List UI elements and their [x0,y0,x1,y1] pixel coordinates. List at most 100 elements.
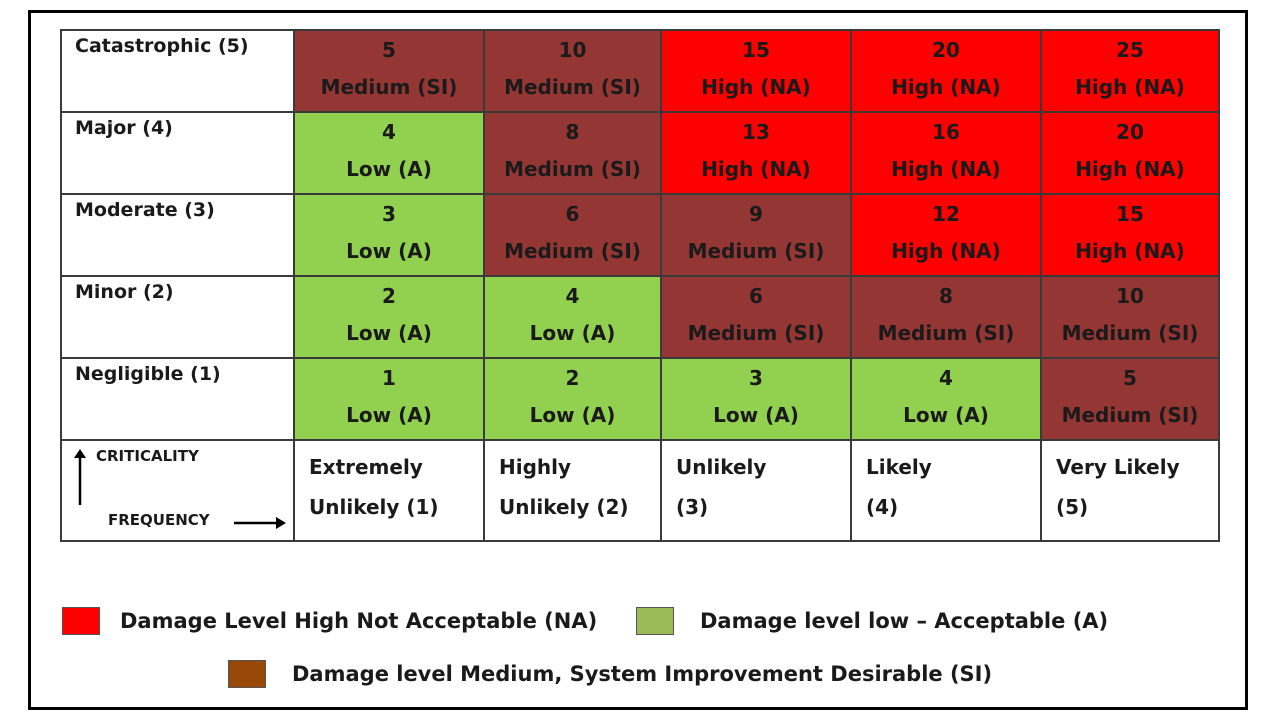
risk-score: 2 [565,366,580,390]
criticality-label: Minor (2) [60,275,295,359]
risk-score: 4 [382,120,396,144]
frequency-axis-label: FREQUENCY [108,511,210,529]
frequency-label: Unlikely (3) [660,439,852,542]
risk-level: Medium (SI) [504,239,641,263]
risk-level: High (NA) [1075,239,1185,263]
risk-cell-high: 13 High (NA) [660,111,852,195]
risk-cell-high: 15 High (NA) [1040,193,1220,277]
risk-cell-low: 4 Low (A) [293,111,485,195]
risk-level: Low (A) [346,321,432,345]
risk-cell-high: 20 High (NA) [850,29,1042,113]
legend-item-high: Damage Level High Not Acceptable (NA) [62,607,597,635]
risk-cell-medium: 6 Medium (SI) [660,275,852,359]
risk-score: 1 [382,366,396,390]
risk-score: 3 [382,202,396,226]
legend-item-low: Damage level low – Acceptable (A) [636,607,1108,635]
arrow-up-icon [74,449,86,505]
risk-score: 20 [932,38,960,62]
risk-score: 15 [1116,202,1144,226]
risk-cell-high: 15 High (NA) [660,29,852,113]
risk-level: High (NA) [891,157,1001,181]
risk-cell-high: 25 High (NA) [1040,29,1220,113]
matrix-row: Major (4) 4 Low (A) 8 Medium (SI) 13 High (NA)… [60,111,1220,195]
risk-cell-medium: 8 Medium (SI) [850,275,1042,359]
risk-level: Low (A) [529,321,616,345]
frequency-label-line2: Unlikely (1) [309,495,439,519]
legend-label-medium: Damage level Medium, System Improvement … [292,662,993,686]
risk-level: Medium (SI) [1061,321,1199,345]
risk-cell-medium: 6 Medium (SI) [483,193,662,277]
frequency-label-line1: Very Likely [1056,455,1180,479]
risk-score: 10 [1116,284,1144,308]
risk-score: 20 [1116,120,1144,144]
risk-cell-medium: 5 Medium (SI) [293,29,485,113]
risk-score: 9 [749,202,763,226]
risk-level: Low (A) [529,403,616,427]
risk-cell-high: 16 High (NA) [850,111,1042,195]
risk-level: Low (A) [903,403,989,427]
criticality-label: Negligible (1) [60,357,295,441]
frequency-label-line1: Likely [866,455,932,479]
frequency-label-line2: (5) [1056,495,1089,519]
criticality-label: Major (4) [60,111,295,195]
risk-score: 10 [558,38,587,62]
criticality-label: Moderate (3) [60,193,295,277]
risk-level: High (NA) [701,75,811,99]
criticality-label: Catastrophic (5) [60,29,295,113]
risk-cell-low: 2 Low (A) [293,275,485,359]
risk-cell-medium: 8 Medium (SI) [483,111,662,195]
risk-cell-medium: 9 Medium (SI) [660,193,852,277]
risk-score: 15 [742,38,770,62]
risk-cell-low: 2 Low (A) [483,357,662,441]
risk-level: Medium (SI) [687,321,825,345]
risk-level: Medium (SI) [877,321,1015,345]
risk-level: Medium (SI) [504,157,641,181]
risk-score: 4 [565,284,580,308]
risk-level: Medium (SI) [320,75,458,99]
frequency-label-line1: Extremely [309,455,423,479]
risk-score: 6 [749,284,763,308]
risk-cell-low: 1 Low (A) [293,357,485,441]
risk-level: High (NA) [1075,75,1185,99]
risk-level: Medium (SI) [687,239,825,263]
risk-score: 13 [742,120,770,144]
risk-level: Medium (SI) [1061,403,1199,427]
risk-matrix: Catastrophic (5) 5 Medium (SI) 10 Medium (SI… [60,29,1220,542]
legend-swatch-high [62,607,100,635]
risk-score: 5 [382,38,396,62]
risk-score: 3 [749,366,763,390]
risk-level: Low (A) [713,403,799,427]
legend-label-high: Damage Level High Not Acceptable (NA) [120,609,598,633]
risk-level: Low (A) [346,239,432,263]
risk-cell-medium: 10 Medium (SI) [1040,275,1220,359]
risk-level: High (NA) [891,75,1001,99]
risk-cell-low: 4 Low (A) [483,275,662,359]
frequency-label-line2: (4) [866,495,899,519]
risk-cell-low: 3 Low (A) [660,357,852,441]
risk-score: 12 [932,202,960,226]
frequency-label: Very Likely (5) [1040,439,1220,542]
matrix-row: Minor (2) 2 Low (A) 4 Low (A) 6 Medium (SI) 8 Me… [60,275,1220,359]
legend-item-medium: Damage level Medium, System Improvement … [228,660,992,688]
matrix-row: Moderate (3) 3 Low (A) 6 Medium (SI) 9 Medium … [60,193,1220,277]
frequency-label: Highly Unlikely (2) [483,439,662,542]
risk-cell-low: 4 Low (A) [850,357,1042,441]
risk-score: 5 [1123,366,1137,390]
risk-level: Low (A) [346,403,432,427]
risk-score: 4 [939,366,953,390]
risk-score: 8 [939,284,953,308]
legend-swatch-medium [228,660,266,688]
criticality-axis-label: CRITICALITY [96,447,199,465]
frequency-row: CRITICALITY FREQUENCY Extremely Unlikely (1… [60,439,1220,542]
frequency-label-line2: (3) [676,495,709,519]
risk-level: High (NA) [1075,157,1185,181]
legend-label-low: Damage level low – Acceptable (A) [700,609,1109,633]
risk-score: 25 [1116,38,1144,62]
frequency-label-line2: Unlikely (2) [499,495,629,519]
risk-cell-low: 3 Low (A) [293,193,485,277]
matrix-row: Negligible (1) 1 Low (A) 2 Low (A) 3 Low (A) 4 L… [60,357,1220,441]
risk-score: 16 [932,120,960,144]
risk-score: 6 [565,202,580,226]
risk-cell-medium: 5 Medium (SI) [1040,357,1220,441]
risk-cell-high: 20 High (NA) [1040,111,1220,195]
